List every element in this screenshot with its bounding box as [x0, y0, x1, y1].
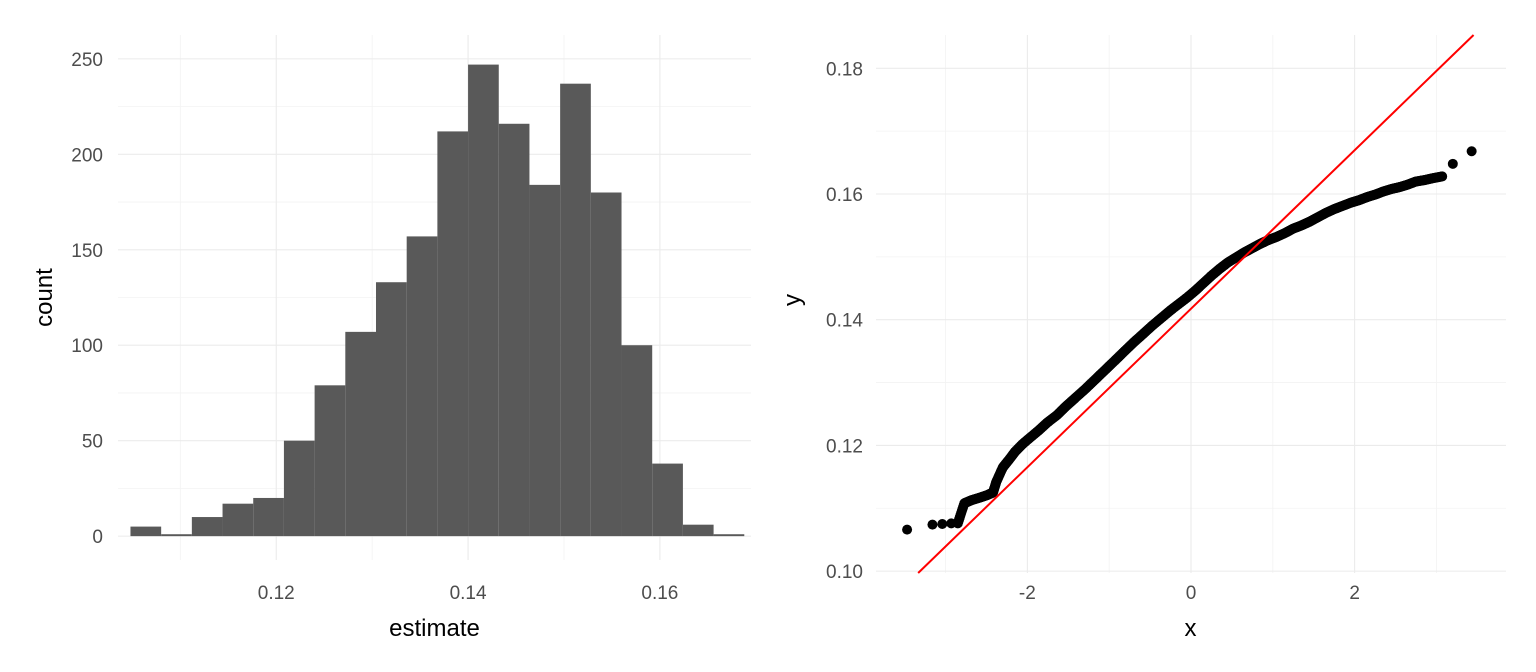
- qq-gridlines: [876, 35, 1506, 573]
- histogram-x-axis-title: estimate: [389, 615, 480, 642]
- qq-point: [927, 519, 938, 530]
- qq-point: [902, 524, 913, 535]
- qq-y-tick-label: 0.10: [826, 562, 863, 583]
- histogram-bar: [437, 131, 469, 537]
- qq-y-tick-label: 0.14: [826, 311, 863, 332]
- histogram-panel: 0.12 0.14 0.16 0 50 100 150 200 250 estimate co…: [31, 35, 751, 642]
- histogram-bar: [161, 534, 192, 537]
- histogram-y-tick-label: 50: [82, 432, 103, 453]
- qq-y-tick-label: 0.16: [826, 185, 863, 206]
- histogram-y-tick-label: 250: [71, 50, 103, 71]
- histogram-x-tick-label: 0.16: [641, 583, 678, 604]
- histogram-bar: [253, 497, 284, 537]
- histogram-y-tick-label: 150: [71, 241, 103, 262]
- histogram-bar: [529, 184, 561, 537]
- qq-x-axis-title: x: [1185, 615, 1197, 642]
- qq-point: [937, 518, 948, 529]
- qq-plot-panel: -2 0 2 0.10 0.12 0.14 0.16 0.18 x y: [779, 34, 1506, 642]
- histogram-bar: [314, 385, 346, 537]
- histogram-x-tick-labels: 0.12 0.14 0.16: [258, 583, 679, 604]
- histogram-bar: [560, 83, 591, 537]
- histogram-bars: [130, 64, 745, 537]
- qq-point: [1447, 158, 1458, 169]
- histogram-y-tick-label: 200: [71, 145, 103, 166]
- histogram-bar: [191, 517, 223, 537]
- qq-y-axis-title: y: [779, 294, 806, 306]
- qq-x-tick-labels: -2 0 2: [1019, 583, 1360, 604]
- histogram-y-axis-title: count: [31, 268, 58, 327]
- histogram-bar: [652, 463, 683, 537]
- qq-x-tick-label: 2: [1349, 583, 1360, 604]
- histogram-bar: [468, 64, 499, 537]
- qq-x-tick-label: -2: [1019, 583, 1036, 604]
- histogram-bar: [130, 526, 162, 537]
- histogram-x-tick-label: 0.12: [258, 583, 295, 604]
- histogram-y-tick-labels: 0 50 100 150 200 250: [71, 50, 103, 548]
- histogram-bar: [222, 503, 254, 537]
- histogram-bar: [406, 236, 438, 537]
- qq-point: [1466, 146, 1477, 157]
- qq-y-tick-labels: 0.10 0.12 0.14 0.16 0.18: [826, 59, 863, 583]
- histogram-x-tick-label: 0.14: [450, 583, 487, 604]
- histogram-y-tick-label: 0: [92, 527, 103, 548]
- histogram-bar: [345, 331, 376, 537]
- qq-y-tick-label: 0.12: [826, 436, 863, 457]
- histogram-bar: [498, 123, 530, 537]
- histogram-bar: [283, 440, 315, 537]
- histogram-bar: [621, 345, 653, 537]
- histogram-y-tick-label: 100: [71, 336, 103, 357]
- histogram-bar: [590, 192, 622, 537]
- qq-x-tick-label: 0: [1186, 583, 1197, 604]
- qq-y-tick-label: 0.18: [826, 59, 863, 80]
- histogram-bar: [713, 534, 745, 537]
- qq-point: [1436, 171, 1447, 182]
- qq-points: [902, 146, 1477, 535]
- qq-reference-line: [917, 34, 1475, 574]
- histogram-bar: [375, 282, 407, 537]
- histogram-bar: [682, 524, 714, 537]
